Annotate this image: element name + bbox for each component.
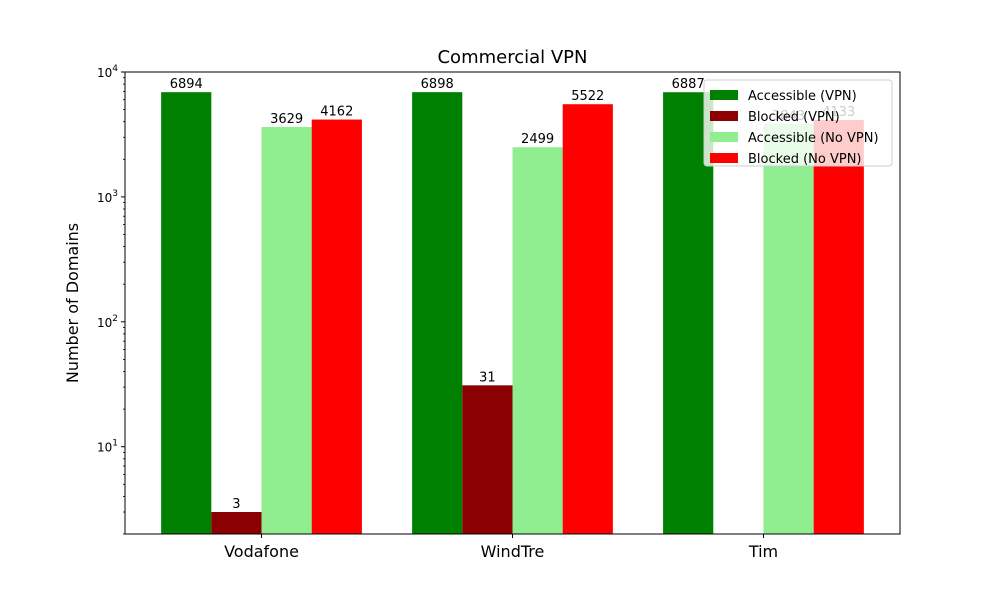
data-label: 6898 bbox=[421, 77, 454, 92]
bar-accessible-vpn-vodafone bbox=[161, 92, 212, 535]
data-label: 5522 bbox=[571, 89, 604, 104]
legend-swatch bbox=[710, 153, 738, 163]
bars-layer bbox=[161, 92, 864, 535]
legend-box bbox=[703, 79, 893, 167]
legend-label: Blocked (VPN) bbox=[748, 110, 840, 125]
x-tick-label: Vodafone bbox=[224, 542, 299, 561]
data-label: 4162 bbox=[320, 105, 353, 120]
bar-blocked-no-vpn-tim bbox=[813, 119, 864, 534]
y-tick-label: 104 bbox=[97, 64, 118, 80]
legend-swatch bbox=[710, 111, 738, 121]
data-label: 31 bbox=[479, 370, 496, 385]
data-label: 3629 bbox=[270, 112, 303, 127]
bar-blocked-no-vpn-windtre bbox=[562, 104, 613, 534]
legend-swatch bbox=[710, 132, 738, 142]
data-label: 6887 bbox=[672, 77, 705, 92]
x-tick-label: Tim bbox=[748, 542, 778, 561]
legend-label: Blocked (No VPN) bbox=[748, 152, 862, 167]
bar-accessible-no-vpn-windtre bbox=[512, 147, 563, 534]
bar-accessible-no-vpn-vodafone bbox=[261, 126, 312, 534]
legend-label: Accessible (VPN) bbox=[748, 89, 857, 104]
y-tick-label: 103 bbox=[97, 189, 118, 205]
legend-swatch bbox=[710, 90, 738, 100]
bar-blocked-no-vpn-vodafone bbox=[311, 119, 362, 534]
data-label: 3 bbox=[232, 497, 240, 512]
data-label: 2499 bbox=[521, 132, 554, 147]
x-tick-label: WindTre bbox=[481, 542, 545, 561]
bar-blocked-vpn-vodafone bbox=[211, 512, 262, 534]
y-tick-label: 102 bbox=[97, 314, 118, 330]
y-tick-label: 101 bbox=[97, 439, 118, 455]
bar-accessible-vpn-windtre bbox=[412, 92, 463, 534]
bar-blocked-vpn-windtre bbox=[462, 385, 513, 534]
y-axis-label: Number of Domains bbox=[63, 223, 82, 383]
chart-title: Commercial VPN bbox=[437, 47, 587, 68]
data-label: 6894 bbox=[170, 77, 203, 92]
legend: Accessible (VPN) Blocked (VPN) Accessible … bbox=[703, 79, 893, 167]
bar-accessible-no-vpn-tim bbox=[763, 123, 814, 535]
legend-label: Accessible (No VPN) bbox=[748, 131, 879, 146]
